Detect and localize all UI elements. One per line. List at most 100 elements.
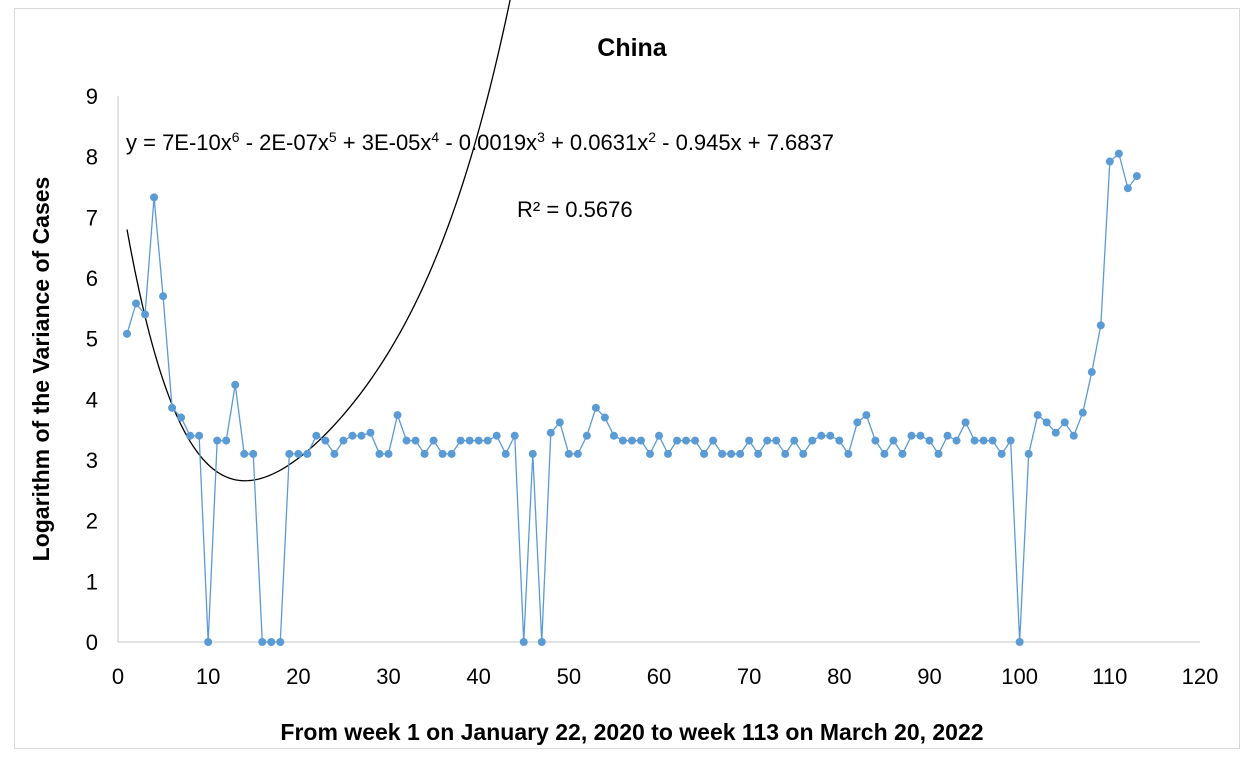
data-point [321,436,330,445]
data-point [880,449,889,458]
series-line [126,152,1138,643]
data-point [790,436,799,445]
data-point [1087,368,1096,377]
data-point [411,436,420,445]
y-tick-labels: 0 1 2 3 4 5 6 7 8 9 [86,84,98,655]
data-point [763,436,772,445]
data-point [519,638,528,646]
data-point [736,449,745,458]
data-point [582,431,591,440]
data-point [438,449,447,458]
x-tick-labels: 0 10 20 30 40 50 60 70 80 90 100 110 120 [112,664,1218,689]
data-point [1132,172,1141,181]
data-point [1069,431,1078,440]
data-point [952,436,961,445]
data-point [294,449,303,458]
data-point [1024,449,1033,458]
data-point [474,436,483,445]
data-point [222,436,231,445]
data-point [907,431,916,440]
data-point [393,411,402,420]
trendline-equation: y = 7E-10x6 - 2E-07x5 + 3E-05x4 - 0.0019… [126,129,834,155]
y-tick-label: 2 [86,509,98,534]
data-point [889,436,898,445]
data-point [510,431,519,440]
data-point [330,449,339,458]
data-point [285,449,294,458]
data-point [934,449,943,458]
data-point [618,436,627,445]
data-point [988,436,997,445]
data-point [1096,321,1105,330]
data-point [528,449,537,458]
data-point [898,449,907,458]
data-point [1060,418,1069,427]
x-tick-label: 20 [286,664,310,689]
data-point [384,449,393,458]
x-tick-label: 0 [112,664,124,689]
y-tick-label: 0 [86,630,98,655]
data-point [204,638,213,646]
y-tick-label: 6 [86,266,98,291]
data-point [709,436,718,445]
data-point [970,436,979,445]
y-axis-title: Logarithm of the Variance of Cases [28,177,54,562]
data-point [159,292,168,301]
data-point [267,638,276,646]
data-point [240,449,249,458]
data-point [1114,149,1123,158]
data-point [402,436,411,445]
data-point [925,436,934,445]
x-tick-label: 100 [1001,664,1038,689]
r-squared-label: R² = 0.5676 [517,197,633,222]
data-point [718,449,727,458]
data-point [609,431,618,440]
data-point [700,449,709,458]
data-point [1123,184,1132,193]
chart-title: China [597,34,668,62]
data-point [655,431,663,440]
data-point [997,449,1006,458]
data-point [177,413,186,422]
data-point [1015,638,1024,646]
data-point [465,436,474,445]
data-point [1042,418,1051,427]
data-point [303,449,312,458]
data-point [799,449,808,458]
data-point [186,431,195,440]
y-tick-label: 1 [86,569,98,594]
data-point [258,638,267,646]
data-point [871,436,880,445]
x-tick-label: 60 [647,664,671,689]
data-point [664,449,673,458]
data-point [168,403,177,412]
data-point [691,436,700,445]
x-tick-label: 10 [196,664,220,689]
data-point [501,449,510,458]
data-point [456,436,465,445]
data-point [213,436,222,445]
data-point [943,431,952,440]
data-point [132,299,141,308]
x-tick-label: 80 [827,664,851,689]
data-point [483,436,492,445]
y-tick-label: 3 [86,448,98,473]
data-point [916,431,925,440]
data-point [312,431,321,440]
data-point [537,638,546,646]
data-point [492,431,501,440]
data-point [1078,408,1087,417]
data-point [150,193,159,202]
data-point [447,449,456,458]
data-point [808,436,817,445]
chart-frame [14,8,1240,749]
data-point [682,436,691,445]
data-point [673,436,682,445]
data-point [600,413,609,422]
data-point [195,431,204,440]
data-point [979,436,988,445]
data-point [564,449,573,458]
data-point [835,436,844,445]
data-point [727,449,736,458]
series-markers [123,149,1141,646]
